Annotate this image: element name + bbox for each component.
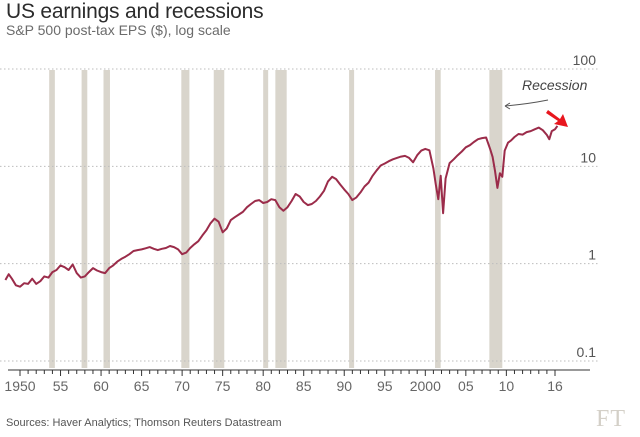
x-tick-label: 55 [53,378,69,394]
x-tick-label: 70 [174,378,190,394]
x-tick-label: 65 [134,378,150,394]
x-tick-label: 95 [377,378,393,394]
y-tick-label: 0.1 [577,344,597,360]
x-tick-label: 75 [215,378,231,394]
x-tick-label: 16 [547,378,563,394]
x-tick-label: 60 [93,378,109,394]
eps-line-group [4,125,559,288]
recession-band [489,70,503,368]
x-tick-label: 2000 [410,378,441,394]
x-axis: 1950 55 60 65 70 75 80 85 90 95 2000 05 10 16 [4,369,590,394]
x-tick-label: 10 [499,378,515,394]
recession-annotation: Recession [522,77,588,93]
annotation-group: Recession [504,77,588,127]
chart-subtitle: S&P 500 post-tax EPS ($), log scale [6,22,231,38]
x-tick-label: 80 [255,378,271,394]
source-note: Sources: Haver Analytics; Thomson Reuter… [6,417,282,429]
recession-bands [49,70,503,368]
eps-line [4,125,559,288]
red-arrow-icon [546,110,568,127]
annotation-arrowhead [504,102,511,110]
gridlines [0,68,598,362]
y-tick-label: 100 [573,52,597,68]
y-tick-label: 1 [588,247,596,263]
x-tick-label: 05 [458,378,474,394]
recession-band [181,70,190,368]
x-tick-label: 85 [296,378,312,394]
recession-band [263,70,269,368]
x-tick-label: 90 [336,378,352,394]
recession-band [435,70,441,368]
recession-band [275,70,287,368]
recession-band [213,70,225,368]
ft-logo: FT [595,406,626,432]
x-tick-label: 1950 [4,378,35,394]
recession-band [49,70,55,368]
annotation-leader [504,99,549,107]
y-axis-labels: 0.1 1 10 100 [573,52,597,360]
chart-title: US earnings and recessions [6,0,264,23]
recession-band [103,70,110,368]
recession-band [81,70,88,368]
y-tick-label: 10 [580,149,596,165]
recession-band [349,70,355,368]
